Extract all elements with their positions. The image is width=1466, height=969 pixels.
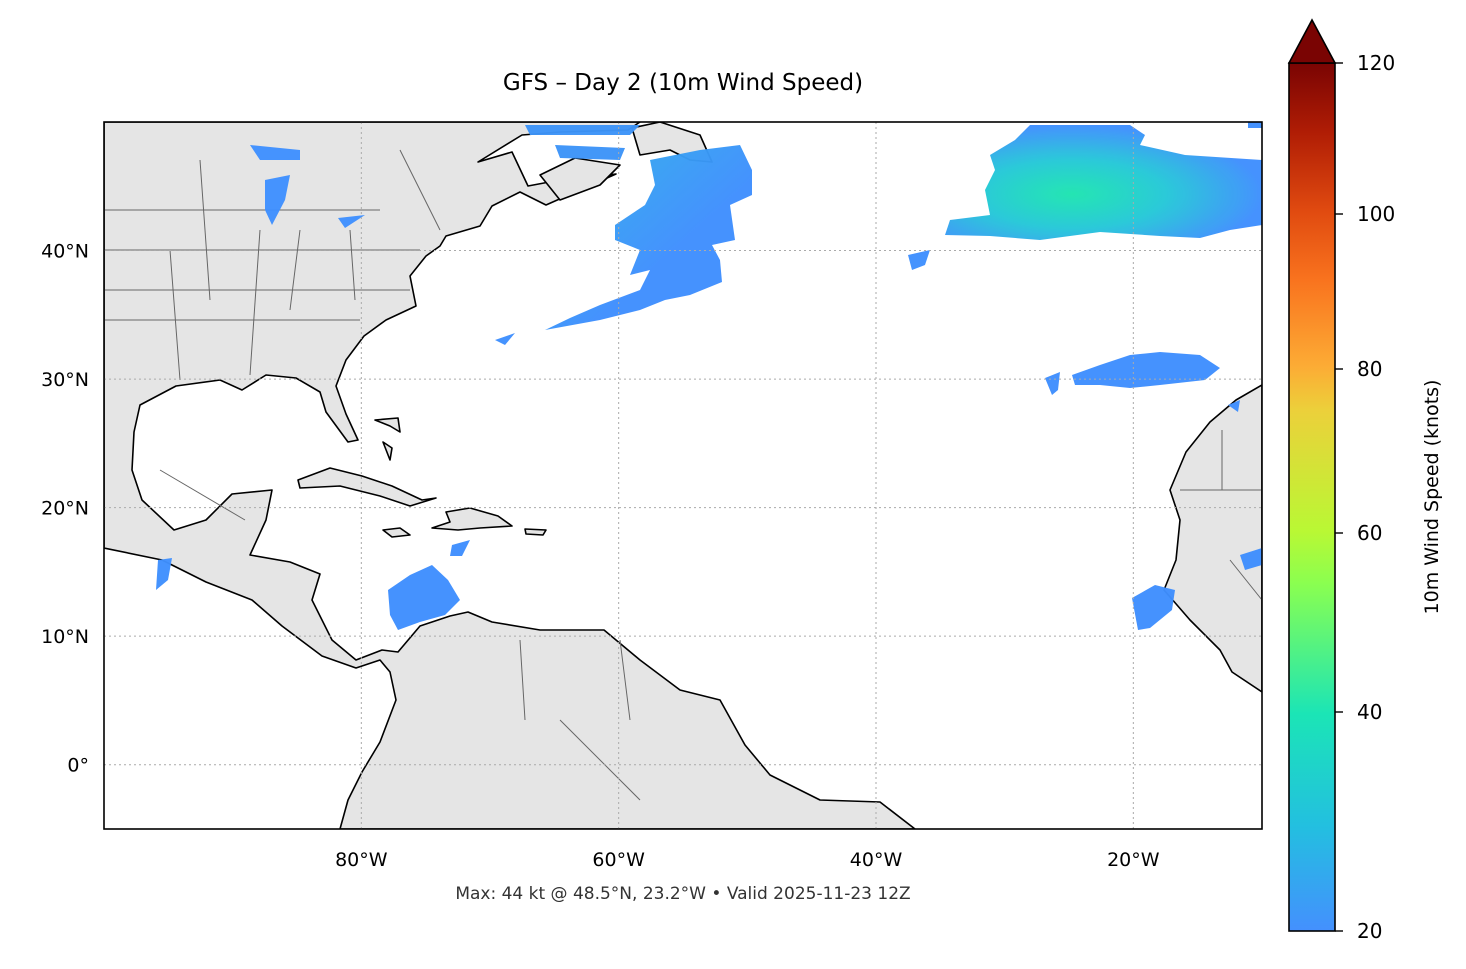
gridlines bbox=[104, 122, 1262, 829]
colorbar-tick-label: 80 bbox=[1357, 357, 1383, 381]
lon-tick-label: 60°W bbox=[592, 849, 645, 871]
lon-tick-label: 40°W bbox=[850, 849, 903, 871]
nova-scotia bbox=[539, 157, 621, 201]
map-footer: Max: 44 kt @ 48.5°N, 23.2°W • Valid 2025… bbox=[455, 884, 911, 904]
lat-tick-label: 40°N bbox=[41, 241, 89, 263]
colorbar-tick-label: 60 bbox=[1357, 521, 1383, 545]
wind-area-north-atlantic bbox=[945, 125, 1262, 240]
colorbar-gradient bbox=[1288, 62, 1336, 932]
wind-area-gulf-st-lawrence bbox=[525, 125, 640, 160]
puerto-rico bbox=[524, 528, 547, 536]
lat-tick-label: 20°N bbox=[41, 498, 89, 520]
lat-tick-label: 0° bbox=[67, 755, 89, 777]
axis-ticks: 80°W 60°W 40°W 20°W 40°N 30°N 20°N 10°N 0° bbox=[41, 241, 1160, 871]
wind-area-caribbean bbox=[388, 565, 460, 630]
colorbar-tick-label: 40 bbox=[1357, 700, 1383, 724]
lat-tick-label: 30°N bbox=[41, 369, 89, 391]
map-title: GFS – Day 2 (10m Wind Speed) bbox=[502, 70, 864, 96]
colorbar-tick-label: 100 bbox=[1357, 202, 1396, 226]
wind-area-azores bbox=[1072, 352, 1220, 388]
cuba bbox=[297, 467, 437, 507]
colorbar-extend-arrow bbox=[1287, 18, 1337, 64]
land bbox=[104, 122, 1262, 829]
americas-landmass bbox=[104, 122, 916, 829]
lon-tick-label: 80°W bbox=[335, 849, 388, 871]
lat-tick-label: 10°N bbox=[41, 626, 89, 648]
borders bbox=[104, 149, 1262, 801]
colorbar-tick-label: 20 bbox=[1357, 919, 1383, 943]
colorbar bbox=[1287, 18, 1343, 932]
map-frame bbox=[103, 121, 1263, 830]
bahamas bbox=[374, 417, 401, 461]
wind-area-west-africa bbox=[1132, 585, 1175, 630]
hispaniola bbox=[431, 507, 513, 531]
wind-area-newfoundland bbox=[545, 145, 752, 330]
colorbar-tick-label: 120 bbox=[1357, 51, 1396, 75]
jamaica bbox=[382, 527, 411, 538]
wind-field bbox=[156, 122, 1262, 630]
africa bbox=[1163, 384, 1262, 693]
colorbar-label: 10m Wind Speed (knots) bbox=[1421, 379, 1443, 615]
lon-tick-label: 20°W bbox=[1107, 849, 1160, 871]
